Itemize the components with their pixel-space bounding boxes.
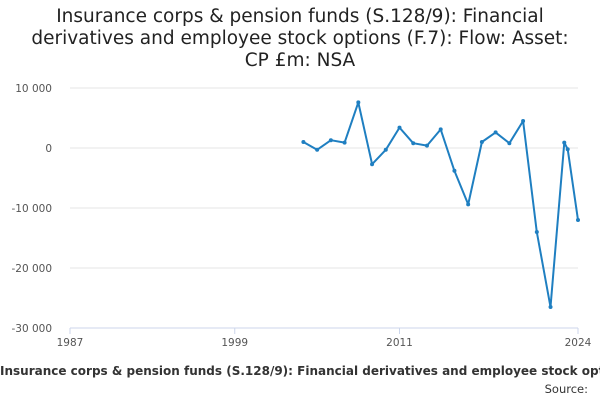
data-point xyxy=(424,143,429,148)
data-point xyxy=(493,130,498,135)
x-axis: 1987 1999 2011 2024 xyxy=(57,327,592,349)
data-point xyxy=(452,168,457,173)
data-point xyxy=(521,119,526,123)
data-point xyxy=(534,230,539,234)
x-tick-label: 2011 xyxy=(386,337,413,349)
data-point xyxy=(301,140,306,144)
y-tick-label: -10 000 xyxy=(11,203,52,215)
data-point xyxy=(479,140,484,144)
gridlines xyxy=(70,87,578,329)
data-point xyxy=(507,141,512,146)
y-tick-label: -20 000 xyxy=(11,263,52,275)
data-point xyxy=(315,147,320,152)
data-point xyxy=(548,305,553,309)
data-point xyxy=(370,162,375,167)
data-point xyxy=(565,147,570,152)
data-point xyxy=(397,125,402,130)
x-tick-label: 1999 xyxy=(221,337,248,349)
series-line xyxy=(302,101,579,308)
y-axis: 10 000 0 -10 000 -20 000 -30 000 xyxy=(11,83,52,335)
data-point xyxy=(562,140,567,145)
series-layer xyxy=(301,100,580,309)
x-tick-label: 1987 xyxy=(57,337,84,349)
data-point xyxy=(576,218,580,222)
x-tick-label: 2024 xyxy=(565,337,592,349)
data-point xyxy=(328,138,333,143)
legend-label: Insurance corps & pension funds (S.128/9… xyxy=(0,364,600,378)
y-tick-label: 10 000 xyxy=(15,83,52,95)
y-tick-label: 0 xyxy=(45,143,52,155)
y-tick-label: -30 000 xyxy=(11,323,52,335)
data-point xyxy=(466,202,471,207)
data-point xyxy=(438,127,443,132)
source-label: Source: xyxy=(544,382,588,396)
data-point xyxy=(356,100,361,105)
data-point xyxy=(383,147,388,152)
chart-title: Insurance corps & pension funds (S.128/9… xyxy=(31,6,569,71)
data-point xyxy=(342,140,347,145)
data-point xyxy=(411,141,416,146)
